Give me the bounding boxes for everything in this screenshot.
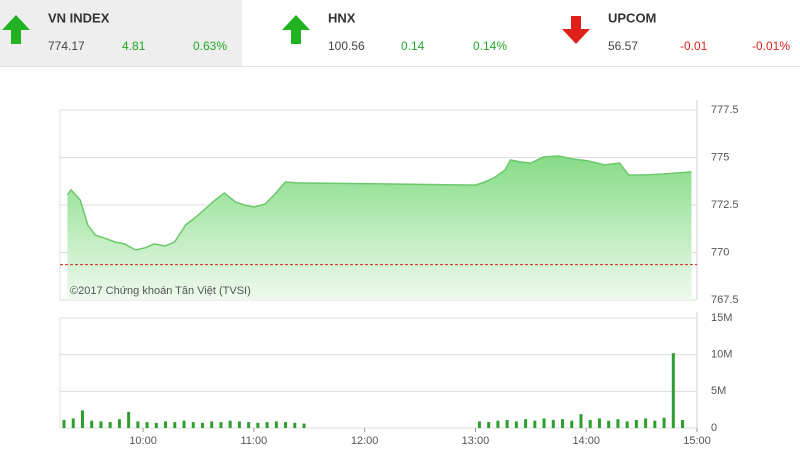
volume-bar — [71, 418, 75, 428]
index-change: 4.81 — [122, 39, 146, 53]
y-tick-label: 5M — [711, 385, 726, 397]
volume-bar — [154, 422, 158, 428]
volume-bar — [505, 419, 509, 428]
x-tick-label: 12:00 — [351, 435, 379, 447]
volume-bar — [616, 419, 620, 428]
volume-bar — [274, 421, 278, 428]
volume-bar — [625, 421, 629, 428]
index-name: UPCOM — [608, 10, 656, 25]
volume-bar — [671, 353, 675, 428]
volume-bar — [256, 422, 260, 428]
volume-bar — [210, 421, 214, 428]
volume-bar — [200, 422, 204, 428]
volume-bar — [284, 422, 288, 428]
volume-bar — [90, 420, 94, 428]
volume-bar — [681, 419, 685, 428]
y-tick-label: 772.5 — [711, 199, 739, 211]
y-tick-label: 15M — [711, 312, 732, 324]
volume-bar — [265, 422, 269, 428]
volume-bar — [127, 411, 131, 428]
index-percent: 0.63% — [193, 39, 227, 53]
volume-bar — [551, 419, 555, 428]
volume-bar — [542, 418, 546, 428]
volume-bar — [514, 421, 518, 428]
volume-bar — [237, 421, 241, 428]
area-fill — [67, 156, 692, 300]
y-tick-label: 775 — [711, 151, 729, 163]
y-tick-label: 0 — [711, 422, 717, 434]
volume-bar — [173, 422, 177, 428]
volume-bar — [524, 419, 528, 428]
index-change: 0.14 — [401, 39, 425, 53]
y-tick-label: 767.5 — [711, 294, 739, 306]
x-tick-label: 15:00 — [683, 435, 711, 447]
volume-bar — [293, 422, 297, 428]
volume-bar — [496, 420, 500, 428]
index-name: VN INDEX — [48, 10, 110, 25]
x-tick-label: 14:00 — [572, 435, 600, 447]
volume-bar — [164, 421, 168, 428]
volume-bar — [644, 418, 648, 428]
volume-bar — [182, 420, 186, 428]
index-change: -0.01 — [680, 39, 708, 53]
volume-bar — [607, 420, 611, 428]
volume-bar — [570, 420, 574, 428]
x-tick-label: 13:00 — [462, 435, 490, 447]
y-tick-label: 10M — [711, 349, 732, 361]
direction-arrow — [562, 16, 590, 44]
volume-bar — [302, 423, 306, 428]
volume-bar — [145, 422, 149, 428]
direction-arrow — [2, 15, 30, 44]
price-line — [66, 155, 692, 251]
volume-bar — [662, 417, 666, 428]
volume-bar — [136, 421, 140, 428]
volume-bar — [597, 418, 601, 428]
volume-bar — [247, 422, 251, 428]
volume-bar — [477, 421, 481, 428]
x-tick-label: 11:00 — [241, 435, 268, 447]
volume-bar — [653, 420, 657, 428]
index-percent: 0.14% — [473, 39, 507, 53]
volume-bar — [533, 420, 537, 428]
volume-bar — [108, 422, 112, 428]
volume-bar — [191, 422, 195, 428]
volume-bar — [487, 422, 491, 428]
watermark: ©2017 Chứng khoán Tân Việt (TVSI) — [70, 285, 251, 297]
index-value: 774.17 — [48, 39, 85, 53]
volume-bar — [117, 419, 121, 428]
header-selected-bg — [0, 0, 242, 66]
index-value: 100.56 — [328, 39, 365, 53]
index-percent: -0.01% — [752, 39, 790, 53]
volume-bar — [579, 414, 583, 428]
y-tick-label: 770 — [711, 246, 729, 258]
x-tick-label: 10:00 — [129, 435, 157, 447]
volume-bar — [99, 421, 103, 428]
volume-bar — [228, 420, 232, 428]
y-tick-label: 777.5 — [711, 104, 739, 116]
volume-bar — [588, 419, 592, 428]
volume-bar — [80, 410, 84, 428]
index-name: HNX — [328, 10, 356, 25]
direction-arrow — [282, 15, 310, 44]
volume-bar — [634, 419, 638, 428]
volume-bar — [561, 419, 565, 428]
volume-bar — [219, 422, 223, 428]
volume-bar — [62, 419, 66, 428]
index-value: 56.57 — [608, 39, 638, 53]
